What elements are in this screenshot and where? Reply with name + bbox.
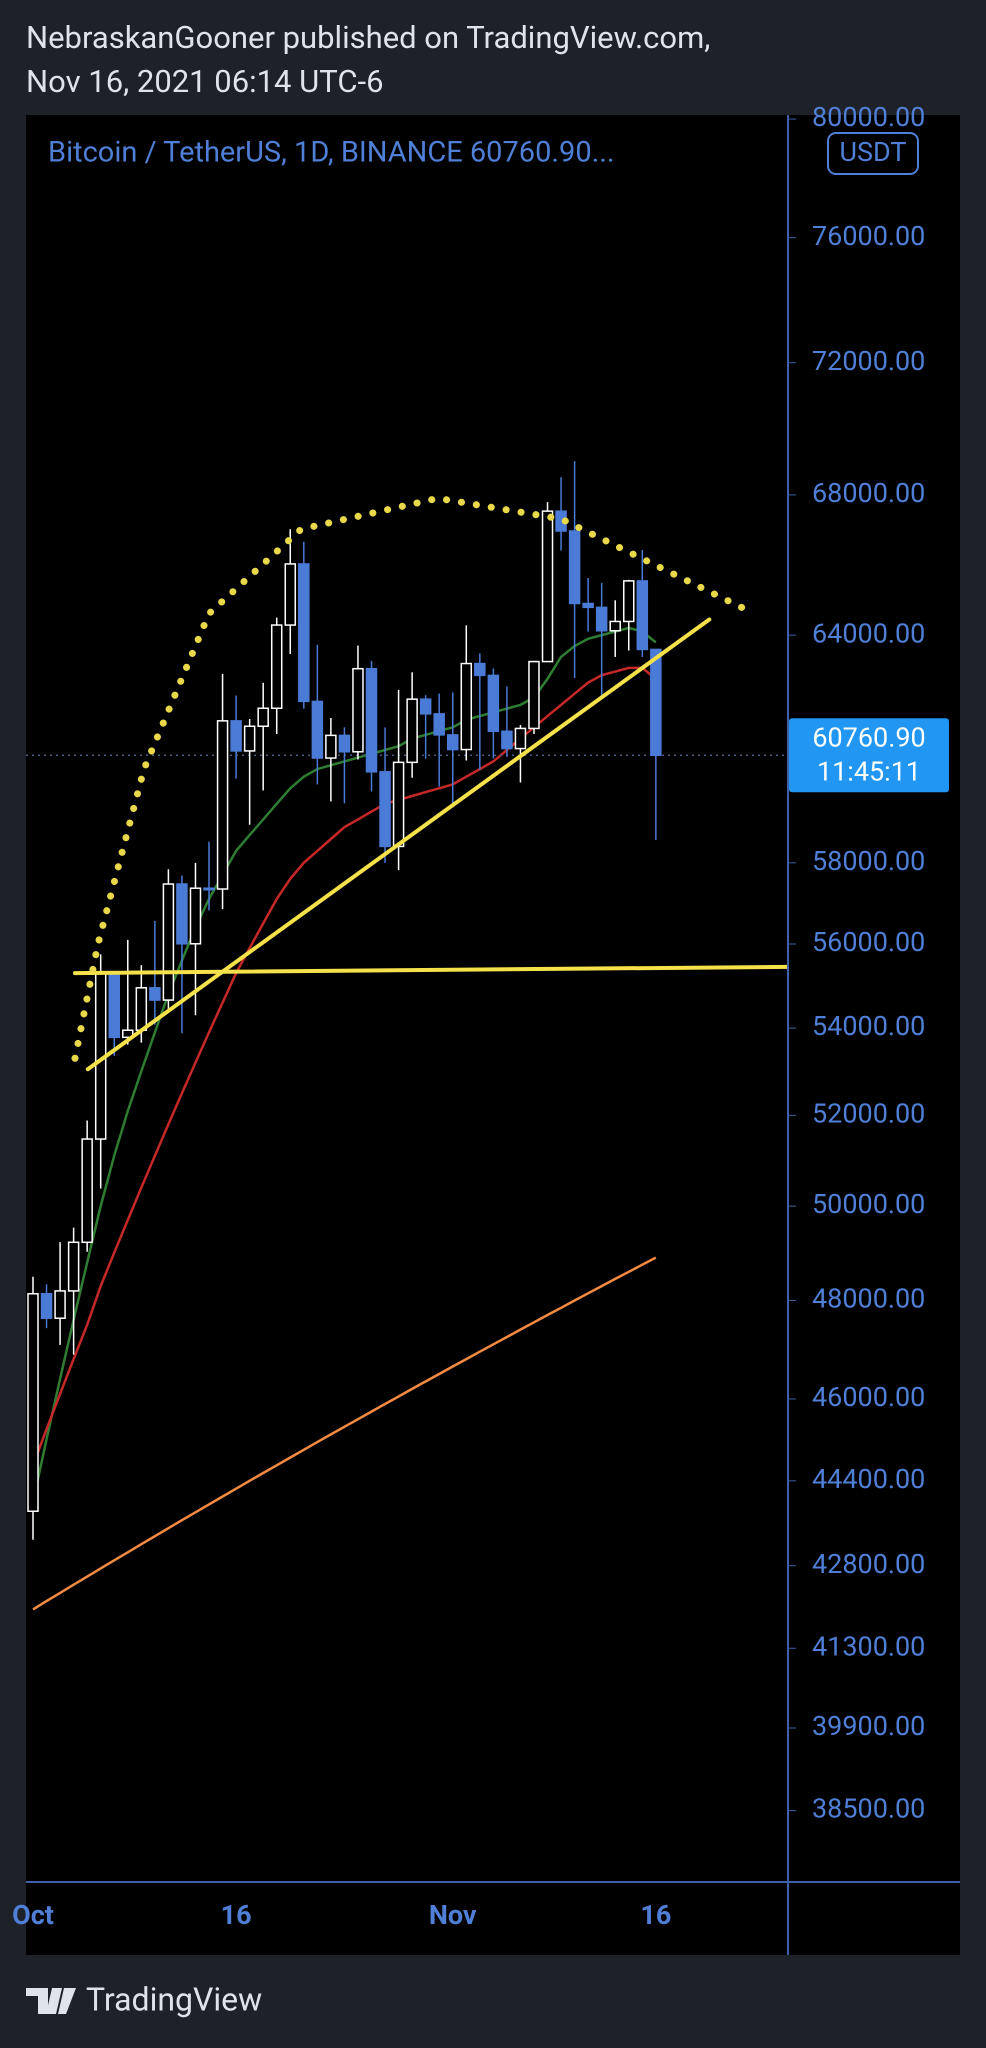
candle-body xyxy=(636,580,649,651)
countdown: 11:45:11 xyxy=(817,755,921,787)
candle-body xyxy=(528,660,540,730)
y-tick-label: 50000.00 xyxy=(812,1188,925,1220)
candle-body xyxy=(609,620,621,632)
price-axis: 80000.00 76000.00 72000.00 68000.00 64000.00… xyxy=(788,101,925,1825)
y-tick-label: 58000.00 xyxy=(812,845,925,877)
candle-body xyxy=(216,720,229,890)
candle-body xyxy=(446,734,459,751)
candle-body xyxy=(541,510,554,663)
candle-body xyxy=(122,1029,134,1039)
candle-body xyxy=(67,1241,80,1292)
candle-body xyxy=(243,725,256,752)
y-tick-label: 46000.00 xyxy=(812,1381,925,1413)
logo: TradingView xyxy=(26,1980,262,2018)
candle-body xyxy=(108,971,120,1039)
price-label-box xyxy=(789,718,949,793)
moving-average xyxy=(32,1256,657,1611)
candle-body xyxy=(582,602,594,609)
candle-body xyxy=(501,730,513,750)
candle-body xyxy=(284,563,297,626)
candle-body xyxy=(595,606,608,632)
candle-body xyxy=(379,771,391,848)
candle-body xyxy=(270,624,283,709)
header-line: Nov 16, 2021 06:14 UTC-6 xyxy=(26,63,384,100)
currency-box xyxy=(827,132,919,175)
price-label: 60760.90 xyxy=(812,721,925,753)
candle-body xyxy=(203,887,215,891)
candle-body xyxy=(298,563,310,703)
y-tick-label: 72000.00 xyxy=(812,345,925,377)
candle-body xyxy=(623,580,635,623)
candle-body xyxy=(149,987,161,1001)
y-tick-label: 68000.00 xyxy=(812,477,925,509)
candle-body xyxy=(162,883,175,1001)
candle-body xyxy=(27,1292,39,1513)
drawing xyxy=(85,617,712,1072)
candle-body xyxy=(176,883,188,945)
y-tick-label: 44400.00 xyxy=(812,1463,925,1495)
y-tick-label: 38500.00 xyxy=(812,1793,925,1825)
y-tick-label: 56000.00 xyxy=(812,926,925,958)
y-tick-label: 39900.00 xyxy=(812,1710,925,1742)
candle-body xyxy=(189,887,202,945)
candle-body xyxy=(568,530,581,605)
logo-icon xyxy=(26,1988,76,2014)
plot-area xyxy=(26,461,788,1611)
chart-title: Bitcoin / TetherUS, 1D, BINANCE 60760.90… xyxy=(48,136,615,170)
candle-body xyxy=(514,727,527,750)
candle-body xyxy=(433,713,445,736)
drawing xyxy=(71,494,755,1062)
candle-body xyxy=(257,707,269,728)
moving-average xyxy=(31,666,657,1466)
candle-body xyxy=(54,1290,66,1319)
candle-body xyxy=(487,674,500,733)
currency: USDT xyxy=(839,136,906,168)
x-tick-label: 16 xyxy=(221,1899,252,1931)
brand: TradingView xyxy=(86,1980,262,2018)
candle-body xyxy=(365,667,378,773)
candle-body xyxy=(40,1292,53,1319)
y-tick-label: 64000.00 xyxy=(812,617,925,649)
chart-panel xyxy=(26,115,960,1955)
y-tick-label: 76000.00 xyxy=(812,220,925,252)
y-tick-label: 41300.00 xyxy=(812,1630,925,1662)
candle-body xyxy=(419,698,432,715)
y-tick-label: 42800.00 xyxy=(812,1548,925,1580)
candle-body xyxy=(406,698,418,764)
candle-body xyxy=(230,720,242,752)
candle-body xyxy=(135,987,148,1031)
candle-body xyxy=(81,1138,93,1244)
candle-body xyxy=(474,662,486,677)
drawing xyxy=(73,964,788,976)
candle-body xyxy=(338,734,351,753)
candle-body xyxy=(650,648,662,757)
y-tick-label: 54000.00 xyxy=(812,1010,925,1042)
x-tick-label: 16 xyxy=(640,1899,671,1931)
x-tick-label: Oct xyxy=(12,1899,54,1931)
candle-body xyxy=(392,761,405,848)
candle-body xyxy=(460,662,473,751)
y-tick-label: 80000.00 xyxy=(812,101,925,133)
candle-body xyxy=(352,667,364,753)
x-tick-label: Nov xyxy=(429,1899,477,1931)
candle-body xyxy=(311,700,324,759)
candle-body xyxy=(325,734,337,759)
y-tick-label: 48000.00 xyxy=(812,1283,925,1315)
header-line: NebraskanGooner published on TradingView… xyxy=(26,19,710,56)
y-tick-label: 52000.00 xyxy=(812,1098,925,1130)
